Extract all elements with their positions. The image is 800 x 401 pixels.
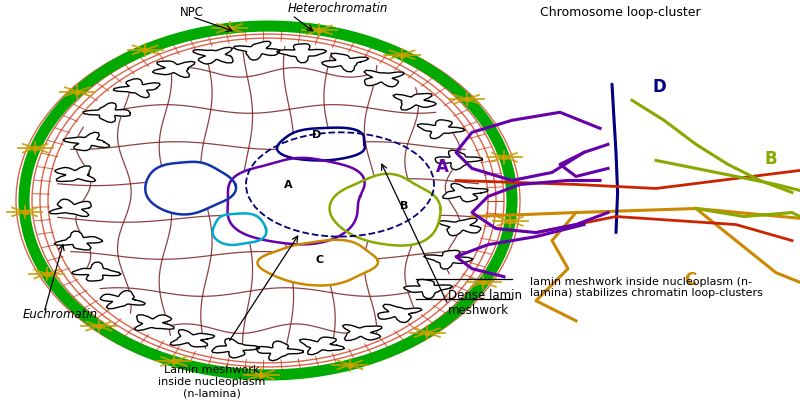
Text: A: A	[284, 180, 293, 190]
Polygon shape	[212, 338, 259, 358]
Text: Lamin meshwork
inside nucleoplasm
(n-lamina): Lamin meshwork inside nucleoplasm (n-lam…	[158, 365, 266, 398]
Text: A: A	[436, 158, 449, 176]
Polygon shape	[364, 70, 404, 87]
Text: Heterochromatin: Heterochromatin	[288, 2, 388, 15]
Polygon shape	[234, 41, 279, 60]
Text: C: C	[316, 255, 324, 265]
Polygon shape	[50, 199, 91, 217]
Polygon shape	[435, 150, 482, 170]
Polygon shape	[342, 324, 382, 340]
Polygon shape	[442, 183, 488, 202]
Polygon shape	[55, 166, 95, 182]
Polygon shape	[378, 304, 422, 322]
Text: lamin meshwork inside nucleoplasm (n-
lamina) stabilizes chromatin loop-clusters: lamin meshwork inside nucleoplasm (n- la…	[530, 277, 763, 298]
Text: Dense lamin
meshwork: Dense lamin meshwork	[448, 289, 522, 317]
Polygon shape	[277, 128, 365, 160]
Polygon shape	[213, 213, 266, 245]
Polygon shape	[227, 158, 365, 244]
Polygon shape	[277, 44, 326, 63]
Text: B: B	[764, 150, 777, 168]
Text: Chromosome loop-cluster: Chromosome loop-cluster	[540, 6, 700, 19]
Polygon shape	[418, 120, 465, 139]
Polygon shape	[72, 262, 121, 281]
Text: NPC: NPC	[180, 6, 204, 19]
Polygon shape	[101, 290, 146, 309]
Polygon shape	[63, 132, 110, 150]
Polygon shape	[330, 174, 441, 245]
Polygon shape	[300, 337, 345, 355]
Polygon shape	[424, 250, 473, 269]
Polygon shape	[393, 93, 436, 110]
Polygon shape	[170, 330, 214, 347]
Polygon shape	[322, 53, 369, 72]
Ellipse shape	[40, 34, 496, 367]
Text: D: D	[652, 78, 666, 96]
Text: Euchromatin: Euchromatin	[22, 308, 98, 321]
Text: D: D	[312, 130, 322, 140]
Polygon shape	[256, 341, 303, 361]
Polygon shape	[114, 79, 160, 98]
Polygon shape	[258, 240, 378, 286]
Polygon shape	[54, 231, 102, 250]
Polygon shape	[146, 162, 236, 215]
Text: C: C	[684, 271, 696, 289]
Polygon shape	[193, 47, 233, 64]
Text: B: B	[400, 200, 408, 211]
Polygon shape	[83, 103, 130, 122]
Polygon shape	[438, 218, 481, 236]
Polygon shape	[404, 279, 453, 298]
Polygon shape	[153, 61, 195, 77]
Polygon shape	[134, 315, 174, 330]
